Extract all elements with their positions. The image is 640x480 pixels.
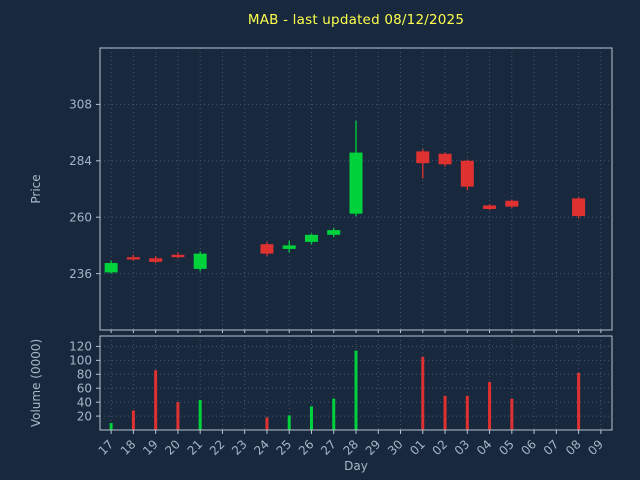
svg-text:40: 40 — [77, 395, 92, 409]
svg-text:25: 25 — [274, 437, 295, 458]
svg-text:22: 22 — [207, 437, 228, 458]
svg-text:30: 30 — [385, 437, 406, 458]
svg-text:100: 100 — [69, 354, 92, 368]
svg-text:07: 07 — [541, 437, 562, 458]
svg-text:09: 09 — [585, 437, 606, 458]
svg-text:236: 236 — [69, 267, 92, 281]
svg-text:120: 120 — [69, 340, 92, 354]
svg-text:24: 24 — [251, 437, 272, 458]
svg-text:18: 18 — [118, 437, 139, 458]
svg-text:17: 17 — [96, 437, 117, 458]
svg-text:308: 308 — [69, 98, 92, 112]
chart-title: MAB - last updated 08/12/2025 — [247, 12, 465, 28]
svg-text:29: 29 — [363, 437, 384, 458]
svg-text:21: 21 — [185, 437, 206, 458]
svg-text:80: 80 — [77, 367, 92, 381]
svg-text:23: 23 — [229, 437, 250, 458]
svg-text:28: 28 — [340, 437, 361, 458]
svg-text:03: 03 — [452, 437, 473, 458]
svg-text:02: 02 — [429, 437, 450, 458]
svg-text:05: 05 — [496, 437, 517, 458]
svg-text:260: 260 — [69, 210, 92, 224]
svg-text:284: 284 — [69, 154, 92, 168]
svg-text:01: 01 — [407, 437, 428, 458]
svg-text:19: 19 — [140, 437, 161, 458]
svg-text:04: 04 — [474, 437, 495, 458]
volume-axis-label: Volume (0000) — [29, 338, 43, 428]
svg-text:20: 20 — [77, 409, 92, 423]
svg-text:60: 60 — [77, 381, 92, 395]
svg-text:08: 08 — [563, 437, 584, 458]
svg-text:06: 06 — [519, 437, 540, 458]
x-axis-label: Day — [344, 459, 368, 473]
svg-text:20: 20 — [162, 437, 183, 458]
svg-text:26: 26 — [296, 437, 317, 458]
svg-text:27: 27 — [318, 437, 339, 458]
price-axis-label: Price — [29, 174, 43, 204]
